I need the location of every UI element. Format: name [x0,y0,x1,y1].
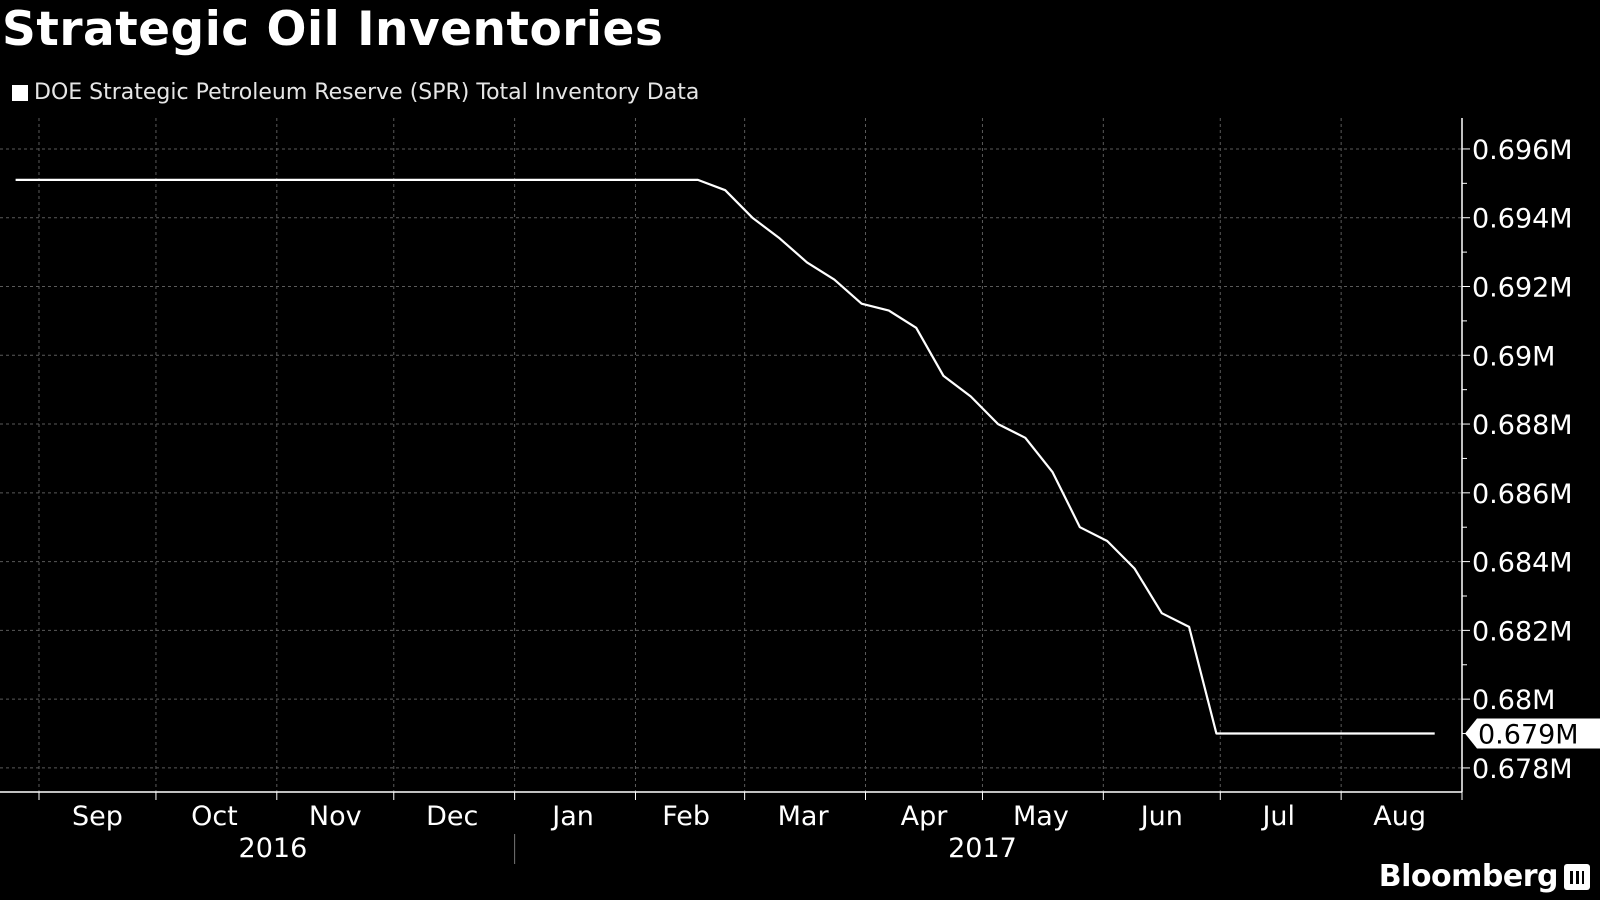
x-month-label: Aug [1373,801,1426,832]
logo-text: Bloomberg [1378,859,1559,894]
x-month-label: Feb [662,801,710,832]
legend-label: DOE Strategic Petroleum Reserve (SPR) To… [34,80,700,105]
chart-title: Strategic Oil Inventories [2,2,664,57]
x-month-label: Nov [309,801,362,832]
y-tick-label: 0.692M [1472,273,1573,304]
y-tick-label: 0.694M [1472,204,1573,235]
x-year-label: 2017 [948,833,1017,864]
x-month-label: Sep [72,801,123,832]
y-tick-label: 0.684M [1472,548,1573,579]
y-tick-label: 0.68M [1472,685,1555,716]
y-tick-label: 0.688M [1472,410,1573,441]
bar-chart-icon [1564,863,1590,890]
y-tick-label: 0.682M [1472,616,1573,647]
y-tick-label: 0.696M [1472,135,1573,166]
legend-swatch [12,84,28,101]
x-month-label: Dec [426,801,478,832]
x-month-label: Mar [778,801,830,832]
x-month-label: Jun [1139,801,1183,832]
x-month-label: Jul [1260,801,1295,832]
y-tick-label: 0.69M [1472,341,1555,372]
x-month-label: Jan [550,801,594,832]
x-month-label: Apr [901,801,949,832]
y-tick-label: 0.686M [1472,479,1573,510]
last-value-label: 0.679M [1478,720,1579,751]
series-line [15,178,1435,735]
x-year-label: 2016 [239,833,308,864]
x-month-label: Oct [191,801,238,832]
last-value-tag [1465,718,1600,749]
bloomberg-logo: Bloomberg [1379,859,1590,894]
legend: DOE Strategic Petroleum Reserve (SPR) To… [12,80,699,105]
y-tick-label: 0.678M [1472,754,1573,785]
x-month-label: May [1013,801,1069,832]
